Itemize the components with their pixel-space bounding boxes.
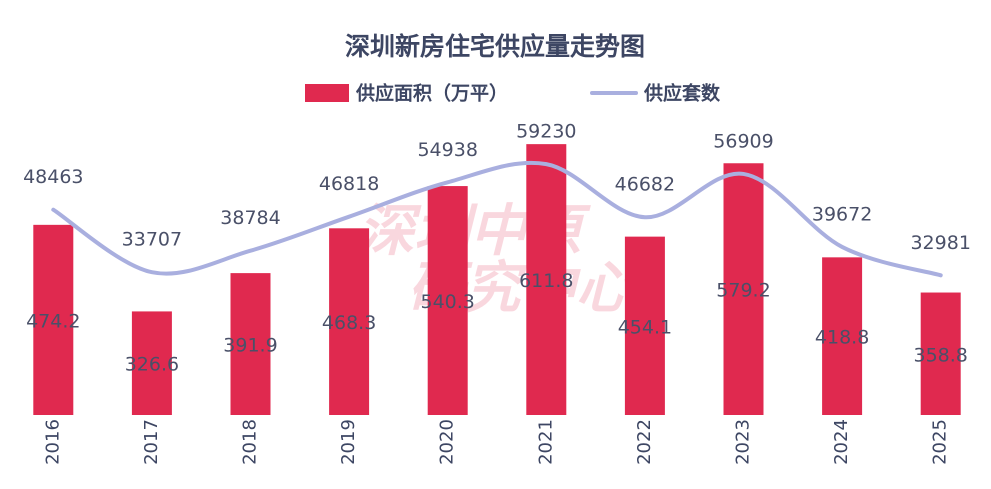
legend-label: 供应套数 <box>643 82 721 105</box>
bar <box>329 228 370 415</box>
bar <box>920 292 961 415</box>
chart-title: 深圳新房住宅供应量走势图 <box>345 32 645 61</box>
line-value-label: 32981 <box>910 232 970 254</box>
bar-value-label: 391.9 <box>223 335 277 357</box>
bar <box>822 257 863 415</box>
bar-value-label: 326.6 <box>125 354 179 376</box>
x-tick-label: 2021 <box>535 419 556 465</box>
bar <box>131 311 172 415</box>
bar <box>427 186 468 415</box>
bar <box>230 273 271 415</box>
bar-value-label: 468.3 <box>322 312 376 334</box>
bar-value-label: 474.2 <box>26 310 80 332</box>
x-tick-label: 2020 <box>437 419 458 465</box>
x-tick-label: 2016 <box>42 419 63 465</box>
line-value-label: 38784 <box>220 207 280 229</box>
bar <box>33 224 74 415</box>
bar-value-label: 358.8 <box>913 344 967 366</box>
bar-value-label: 579.2 <box>716 280 770 302</box>
line-value-label: 46818 <box>319 173 379 195</box>
x-tick-label: 2018 <box>240 419 261 465</box>
bar-value-label: 418.8 <box>815 327 869 349</box>
x-tick-label: 2025 <box>930 419 951 465</box>
bar <box>624 236 665 415</box>
line-value-label: 46682 <box>615 174 675 196</box>
bar-value-label: 454.1 <box>618 316 672 338</box>
x-tick-label: 2017 <box>141 419 162 465</box>
x-tick-label: 2024 <box>831 419 852 465</box>
x-tick-label: 2023 <box>733 419 754 465</box>
bar <box>526 144 567 415</box>
line-value-label: 56909 <box>713 130 773 152</box>
x-tick-label: 2019 <box>338 419 359 465</box>
line-value-label: 48463 <box>23 166 83 188</box>
bar-value-label: 611.8 <box>519 270 573 292</box>
bar <box>723 163 764 415</box>
legend-label: 供应面积（万平） <box>355 82 508 105</box>
bar-value-label: 540.3 <box>420 291 474 313</box>
legend-swatch <box>305 84 349 102</box>
x-tick-label: 2022 <box>634 419 655 465</box>
line-value-label: 39672 <box>812 203 872 225</box>
line-value-label: 59230 <box>516 121 576 143</box>
line-value-label: 33707 <box>122 229 182 251</box>
line-value-label: 54938 <box>417 139 477 161</box>
line <box>51 160 943 278</box>
